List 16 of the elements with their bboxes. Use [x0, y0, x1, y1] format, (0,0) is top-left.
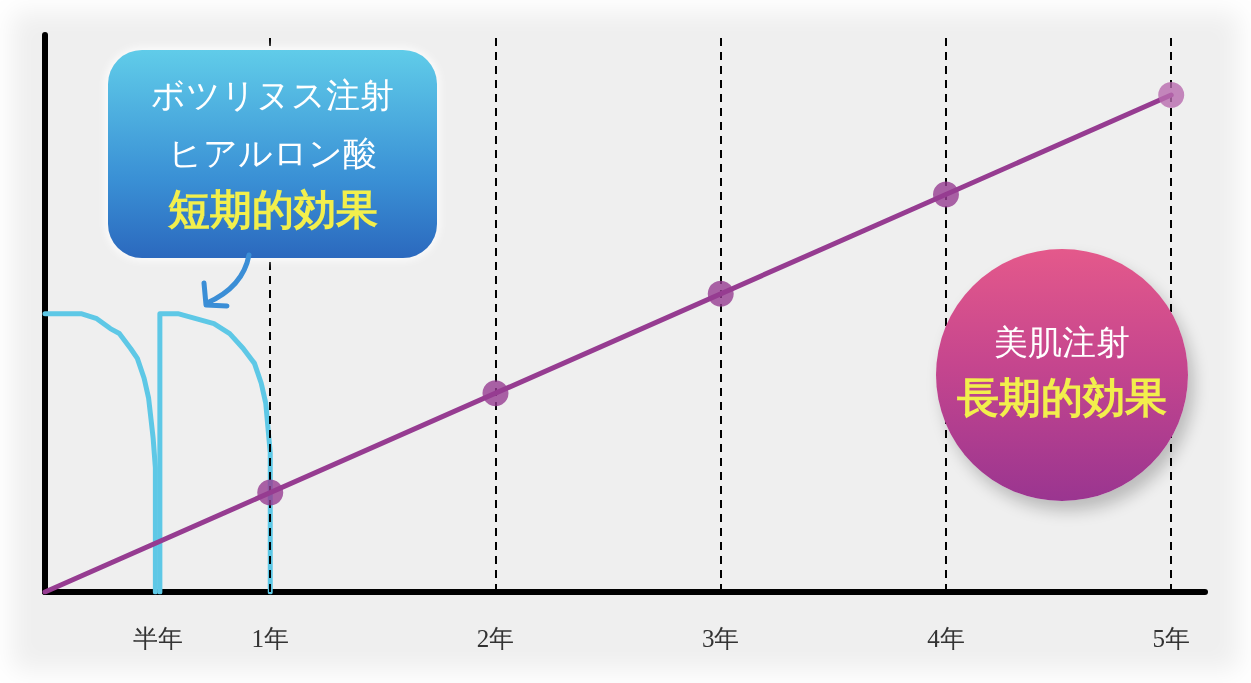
x-tick-label: 3年: [701, 625, 740, 652]
x-tick-label: 5年: [1152, 625, 1190, 652]
annotation: ヒアルロン酸: [168, 132, 377, 175]
point: [257, 479, 284, 506]
x-tick-label: 半年: [132, 625, 183, 652]
point: [1158, 82, 1185, 108]
point: [707, 280, 734, 307]
point: [933, 181, 959, 208]
annotation: 短期的効果: [167, 184, 378, 236]
x-tick-label: 4年: [927, 625, 965, 652]
annotation: 長期的効果: [957, 371, 1168, 424]
point: [482, 380, 509, 407]
x-tick-label: 2年: [476, 625, 515, 652]
x-tick-label: 1年: [251, 625, 289, 652]
annotation: 美肌注射: [994, 320, 1131, 364]
annotation: ボツリヌス注射: [151, 74, 394, 117]
